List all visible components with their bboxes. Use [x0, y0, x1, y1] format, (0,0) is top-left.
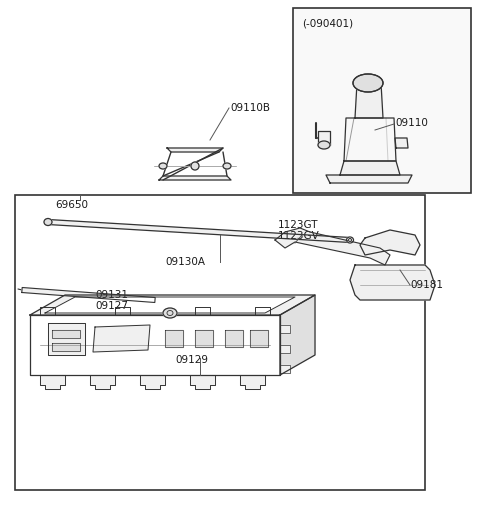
Text: 09110: 09110 [395, 118, 428, 128]
Ellipse shape [159, 163, 167, 169]
Polygon shape [22, 287, 155, 302]
Polygon shape [52, 330, 80, 338]
Polygon shape [195, 307, 210, 315]
Polygon shape [93, 325, 150, 352]
Text: 09110B: 09110B [230, 103, 270, 113]
Ellipse shape [44, 219, 52, 226]
Ellipse shape [347, 237, 353, 243]
Text: 09127: 09127 [95, 301, 128, 311]
Polygon shape [140, 375, 165, 389]
Text: (-090401): (-090401) [302, 18, 353, 28]
Polygon shape [167, 148, 223, 152]
Polygon shape [344, 118, 396, 161]
Ellipse shape [167, 311, 173, 316]
Text: 1123GV: 1123GV [278, 231, 320, 241]
Polygon shape [48, 323, 85, 355]
Polygon shape [318, 131, 330, 145]
Text: 09131: 09131 [95, 290, 128, 300]
Polygon shape [360, 230, 420, 255]
Polygon shape [255, 307, 270, 315]
Text: 09181: 09181 [410, 280, 443, 290]
Polygon shape [280, 295, 315, 375]
Polygon shape [250, 330, 268, 347]
Text: 09130A: 09130A [165, 257, 205, 267]
Polygon shape [30, 315, 280, 375]
Polygon shape [195, 330, 213, 347]
Ellipse shape [223, 163, 231, 169]
Text: 1123GT: 1123GT [278, 220, 319, 230]
Polygon shape [280, 365, 290, 373]
Text: 69650: 69650 [55, 200, 88, 210]
Ellipse shape [348, 238, 351, 241]
Bar [15, 195, 425, 490]
Polygon shape [240, 375, 265, 389]
Polygon shape [90, 375, 115, 389]
Polygon shape [115, 307, 130, 315]
Polygon shape [355, 83, 383, 118]
Polygon shape [40, 375, 65, 389]
Polygon shape [275, 228, 390, 265]
Ellipse shape [318, 141, 330, 149]
Bar [293, 8, 471, 193]
Polygon shape [350, 265, 435, 300]
Polygon shape [40, 307, 55, 315]
Circle shape [191, 162, 199, 170]
Ellipse shape [163, 308, 177, 318]
Polygon shape [165, 330, 183, 347]
Polygon shape [159, 176, 231, 180]
Polygon shape [225, 330, 243, 347]
Polygon shape [340, 161, 400, 175]
Polygon shape [48, 220, 350, 242]
Polygon shape [45, 297, 295, 313]
Polygon shape [190, 375, 215, 389]
Polygon shape [280, 345, 290, 353]
Polygon shape [326, 175, 412, 183]
Polygon shape [52, 343, 80, 351]
Ellipse shape [353, 74, 383, 92]
Text: 09129: 09129 [175, 355, 208, 365]
Polygon shape [30, 295, 315, 315]
Polygon shape [280, 325, 290, 333]
Polygon shape [395, 138, 408, 148]
